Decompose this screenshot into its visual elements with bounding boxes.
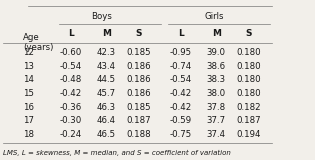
Text: 17: 17: [23, 116, 34, 125]
Text: 46.3: 46.3: [97, 103, 116, 112]
Text: -0.54: -0.54: [60, 62, 82, 71]
Text: -0.59: -0.59: [169, 116, 192, 125]
Text: 0.182: 0.182: [236, 103, 261, 112]
Text: -0.42: -0.42: [169, 103, 192, 112]
Text: 0.180: 0.180: [236, 62, 261, 71]
Text: 18: 18: [23, 130, 34, 139]
Text: -0.42: -0.42: [60, 89, 82, 98]
Text: L: L: [68, 29, 74, 38]
Text: L: L: [178, 29, 184, 38]
Text: -0.95: -0.95: [169, 48, 192, 57]
Text: 0.186: 0.186: [127, 62, 151, 71]
Text: -0.75: -0.75: [169, 130, 192, 139]
Text: 12: 12: [23, 48, 34, 57]
Text: -0.24: -0.24: [60, 130, 82, 139]
Text: -0.30: -0.30: [60, 116, 82, 125]
Text: 0.180: 0.180: [236, 48, 261, 57]
Text: 42.3: 42.3: [97, 48, 116, 57]
Text: 0.194: 0.194: [236, 130, 261, 139]
Text: M: M: [212, 29, 220, 38]
Text: 43.4: 43.4: [97, 62, 116, 71]
Text: -0.48: -0.48: [60, 75, 82, 84]
Text: 0.185: 0.185: [127, 48, 151, 57]
Text: 0.186: 0.186: [127, 75, 151, 84]
Text: LMS, L = skewness, M = median, and S = coefficient of variation: LMS, L = skewness, M = median, and S = c…: [3, 150, 231, 156]
Text: 38.6: 38.6: [207, 62, 226, 71]
Text: 44.5: 44.5: [97, 75, 116, 84]
Text: 39.0: 39.0: [207, 48, 226, 57]
Text: -0.54: -0.54: [169, 75, 192, 84]
Text: Age
(years): Age (years): [23, 33, 54, 52]
Text: 45.7: 45.7: [97, 89, 116, 98]
Text: 46.5: 46.5: [97, 130, 116, 139]
Text: -0.36: -0.36: [60, 103, 82, 112]
Text: S: S: [245, 29, 252, 38]
Text: 0.187: 0.187: [236, 116, 261, 125]
Text: -0.74: -0.74: [169, 62, 192, 71]
Text: 0.180: 0.180: [236, 75, 261, 84]
Text: 0.180: 0.180: [236, 89, 261, 98]
Text: 13: 13: [23, 62, 34, 71]
Text: 37.8: 37.8: [207, 103, 226, 112]
Text: 16: 16: [23, 103, 34, 112]
Text: 0.187: 0.187: [127, 116, 151, 125]
Text: 14: 14: [23, 75, 34, 84]
Text: 38.0: 38.0: [207, 89, 226, 98]
Text: 0.185: 0.185: [127, 103, 151, 112]
Text: 0.188: 0.188: [127, 130, 151, 139]
Text: Girls: Girls: [205, 12, 224, 21]
Text: 37.4: 37.4: [207, 130, 226, 139]
Text: 37.7: 37.7: [207, 116, 226, 125]
Text: 46.4: 46.4: [97, 116, 116, 125]
Text: Boys: Boys: [91, 12, 112, 21]
Text: 15: 15: [23, 89, 34, 98]
Text: M: M: [102, 29, 111, 38]
Text: -0.42: -0.42: [169, 89, 192, 98]
Text: 38.3: 38.3: [207, 75, 226, 84]
Text: S: S: [136, 29, 142, 38]
Text: -0.60: -0.60: [60, 48, 82, 57]
Text: 0.186: 0.186: [127, 89, 151, 98]
